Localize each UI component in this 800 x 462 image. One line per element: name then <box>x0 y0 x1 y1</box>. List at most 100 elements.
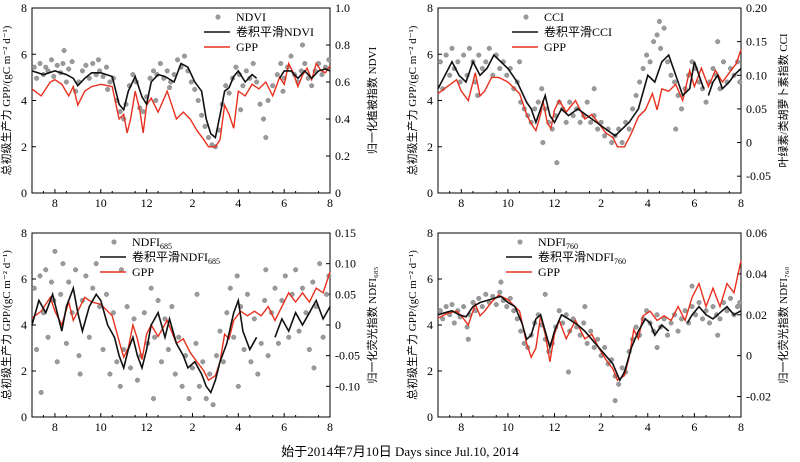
x-tick-label: 10 <box>95 420 107 434</box>
x-tick-label: 8 <box>327 420 333 434</box>
gpp-line <box>31 271 331 382</box>
data-point <box>311 365 317 371</box>
data-point <box>114 359 120 365</box>
y-left-tick-label: 4 <box>427 94 433 108</box>
data-point <box>206 134 212 140</box>
data-point <box>675 328 681 334</box>
data-point <box>254 79 260 85</box>
data-point <box>233 64 239 70</box>
data-point <box>196 383 202 389</box>
smoothed-line <box>707 67 742 96</box>
data-point <box>584 99 590 105</box>
gpp-line <box>437 260 742 382</box>
legend-swatch-dot <box>517 239 523 245</box>
data-point <box>172 371 178 377</box>
data-point <box>58 291 64 297</box>
data-point <box>167 85 173 91</box>
y-left-tick-label: 2 <box>427 364 433 378</box>
data-point <box>188 79 194 85</box>
data-point <box>320 334 326 340</box>
data-point <box>518 328 524 334</box>
data-point <box>148 285 154 291</box>
data-point <box>238 107 244 113</box>
data-point <box>735 304 741 310</box>
y-right-axis-label: 叶绿素/类胡萝卜素指数 CCI <box>776 33 790 167</box>
data-point <box>493 302 499 308</box>
data-point <box>214 353 220 359</box>
data-point <box>566 369 572 375</box>
data-point <box>588 119 594 125</box>
data-point <box>257 101 263 107</box>
data-point <box>554 160 560 166</box>
data-point <box>703 99 709 105</box>
data-point <box>665 332 671 338</box>
data-point <box>710 66 716 72</box>
data-point <box>633 92 639 98</box>
data-point <box>159 359 165 365</box>
data-point <box>117 109 123 115</box>
x-tick-label: 2 <box>189 196 195 210</box>
data-point <box>715 39 721 45</box>
data-point <box>310 279 316 285</box>
data-point <box>465 336 471 342</box>
data-point <box>288 53 294 59</box>
y-right-tick-label: -0.05 <box>335 349 360 363</box>
y-right-tick-label: 0.02 <box>746 308 767 322</box>
data-point <box>466 45 472 51</box>
data-point <box>124 304 130 310</box>
data-point <box>43 64 49 70</box>
y-right-tick-label: 0.04 <box>746 267 767 281</box>
y-right-tick-label: 0 <box>335 318 341 332</box>
y-left-tick-label: 4 <box>21 318 27 332</box>
data-point <box>76 353 82 359</box>
data-point <box>633 324 639 330</box>
data-point <box>443 304 449 310</box>
data-point <box>644 52 650 58</box>
data-point <box>265 353 271 359</box>
data-point <box>665 59 671 65</box>
y-right-tick-label: 0.4 <box>335 112 350 126</box>
panel-cci: 8 10 12 2 4 6 802468-0.0500.050.100.150.20总初级生… <box>405 1 790 210</box>
y-right-tick-label: 0 <box>746 349 752 363</box>
data-point <box>595 126 601 132</box>
data-point <box>449 45 455 51</box>
data-point <box>63 340 69 346</box>
x-tick-label: 8 <box>738 420 744 434</box>
data-point <box>128 365 134 371</box>
y-right-tick-label: 0.15 <box>335 226 356 240</box>
data-point <box>298 68 304 74</box>
data-point <box>63 79 69 85</box>
data-point <box>591 344 597 350</box>
data-point <box>309 83 315 89</box>
data-point <box>175 57 181 63</box>
data-point <box>602 344 608 350</box>
data-point <box>542 291 548 297</box>
data-point <box>616 381 622 387</box>
data-point <box>443 52 449 58</box>
data-point <box>153 97 159 103</box>
data-point <box>532 106 538 112</box>
legend-label: NDFI760 <box>538 235 578 251</box>
data-point <box>567 99 573 105</box>
x-tick-label: 8 <box>458 196 464 210</box>
legend-label: NDFI685 <box>132 235 172 251</box>
data-point <box>52 248 58 254</box>
data-point <box>95 57 101 63</box>
data-point <box>107 79 113 85</box>
data-point <box>737 79 743 85</box>
data-point <box>498 279 504 285</box>
legend-label-subscript: 760 <box>566 242 578 251</box>
data-point <box>517 59 523 65</box>
data-point <box>696 300 702 306</box>
data-point <box>240 83 246 89</box>
data-point <box>207 371 213 377</box>
data-point <box>724 308 730 314</box>
y-left-tick-label: 2 <box>427 140 433 154</box>
data-point <box>181 53 187 59</box>
data-point <box>326 57 332 63</box>
x-tick-label: 10 <box>95 196 107 210</box>
y-right-axis-label: 归一化植被指数 NDVI <box>365 47 379 155</box>
legend-label-subscript: 685 <box>208 257 220 266</box>
